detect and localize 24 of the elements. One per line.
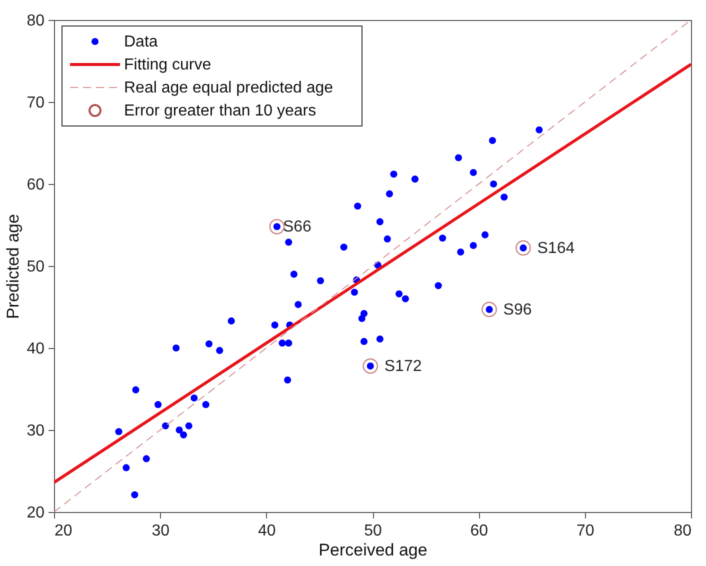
x-axis-title: Perceived age [318,540,428,560]
y-tick-label: 20 [26,504,45,522]
annotation: S96 [503,301,532,318]
y-tick-label: 30 [26,422,45,440]
y-axis-title: Predicted age [4,214,23,319]
x-tick-label: 50 [364,522,382,540]
x-tick-label: 60 [470,522,488,540]
x-tick-label: 30 [152,522,170,540]
x-tick-label: 70 [576,522,594,540]
legend-label: Error greater than 10 years [124,102,316,120]
legend-label: Data [124,34,158,50]
y-tick-label: 70 [26,94,45,112]
y-tick-label: 40 [26,340,45,358]
y-tick-label: 50 [26,258,45,276]
annotation: S172 [384,358,422,376]
x-tick-label: 80 [674,522,692,540]
y-tick-label: 60 [26,176,45,194]
x-tick-label: 40 [258,522,276,540]
y-tick-label: 80 [26,12,45,30]
x-tick-label: 20 [54,522,72,540]
legend-label: Real age equal predicted age [124,80,334,96]
annotation: S164 [537,240,575,257]
annotation: S66 [282,218,312,236]
legend-label: Fitting curve [124,56,212,74]
